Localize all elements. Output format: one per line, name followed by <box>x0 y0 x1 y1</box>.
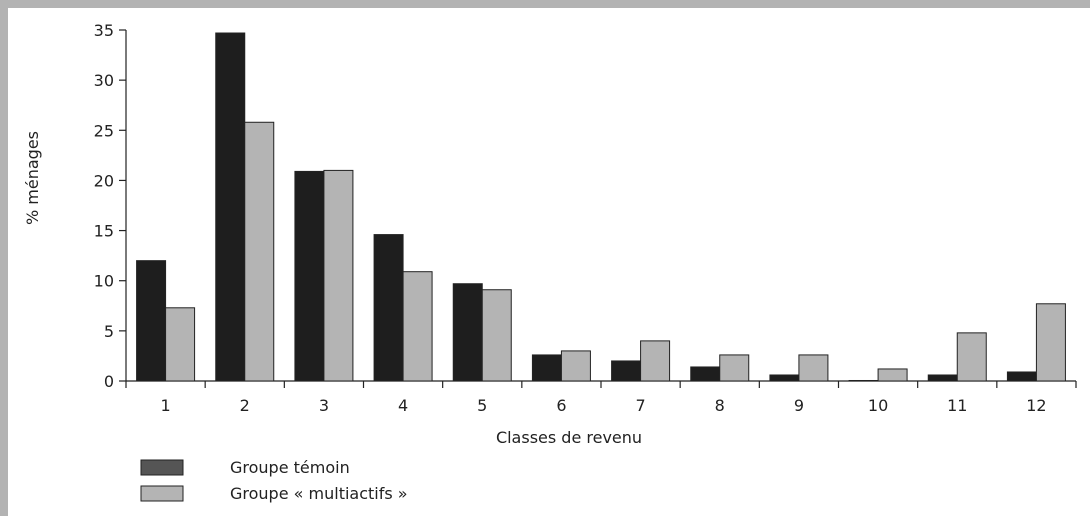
bar-control-7 <box>611 360 642 382</box>
chart-frame <box>8 8 1090 516</box>
bar-multiactifs-6 <box>560 350 591 382</box>
x-tick-label: 12 <box>1026 396 1046 415</box>
x-axis: 1 2 3 4 5 6 7 8 9 10 11 12 <box>125 380 1077 415</box>
bar-multiactifs-10 <box>877 368 908 382</box>
legend-swatch-control <box>140 459 184 476</box>
bar-control-11 <box>927 374 958 382</box>
bar-control-5 <box>452 283 483 382</box>
y-axis-title: % ménages <box>23 131 42 225</box>
bar-control-12 <box>1006 371 1037 382</box>
x-tick-label: 6 <box>556 396 566 415</box>
bar-control-8 <box>690 366 721 382</box>
legend-label-control: Groupe témoin <box>230 458 350 477</box>
bar-control-3 <box>294 170 325 382</box>
y-tick-label: 20 <box>94 171 114 190</box>
bar-multiactifs-7 <box>640 340 671 382</box>
x-tick-label: 11 <box>947 396 967 415</box>
x-tick-label: 5 <box>477 396 487 415</box>
x-tick-label: 2 <box>240 396 250 415</box>
x-axis-title: Classes de revenu <box>496 428 642 447</box>
bar-control-6 <box>531 354 562 382</box>
y-tick-label: 15 <box>94 222 114 241</box>
bar-multiactifs-9 <box>798 354 829 382</box>
legend-label-multiactifs: Groupe « multiactifs » <box>230 484 408 503</box>
bars <box>136 32 1066 382</box>
x-tick-label: 8 <box>715 396 725 415</box>
x-tick-label: 7 <box>635 396 645 415</box>
y-axis: 0 5 10 15 20 25 30 35 <box>94 21 127 391</box>
y-tick-label: 30 <box>94 71 114 90</box>
y-tick-label: 25 <box>94 121 114 140</box>
bar-multiactifs-3 <box>323 169 354 382</box>
x-tick-label: 1 <box>160 396 170 415</box>
bar-multiactifs-12 <box>1035 303 1066 382</box>
y-tick-label: 5 <box>104 322 114 341</box>
legend-swatch-multiactifs <box>140 485 184 502</box>
bar-control-10 <box>848 379 879 382</box>
y-tick-label: 0 <box>104 372 114 391</box>
bar-multiactifs-4 <box>402 271 433 382</box>
bar-multiactifs-2 <box>244 121 275 382</box>
bar-multiactifs-8 <box>719 354 750 382</box>
y-tick-label: 10 <box>94 272 114 291</box>
bar-multiactifs-11 <box>956 332 987 382</box>
bar-multiactifs-1 <box>165 307 196 382</box>
bar-control-2 <box>215 32 246 382</box>
x-tick-label: 10 <box>868 396 888 415</box>
bar-control-4 <box>373 234 404 382</box>
x-tick-label: 4 <box>398 396 408 415</box>
y-tick-label: 35 <box>94 21 114 40</box>
bar-control-9 <box>769 374 800 382</box>
x-tick-label: 3 <box>319 396 329 415</box>
legend: Groupe témoin Groupe « multiactifs » <box>140 458 408 503</box>
bar-multiactifs-5 <box>481 289 512 382</box>
x-tick-label: 9 <box>794 396 804 415</box>
bar-control-1 <box>136 260 167 382</box>
